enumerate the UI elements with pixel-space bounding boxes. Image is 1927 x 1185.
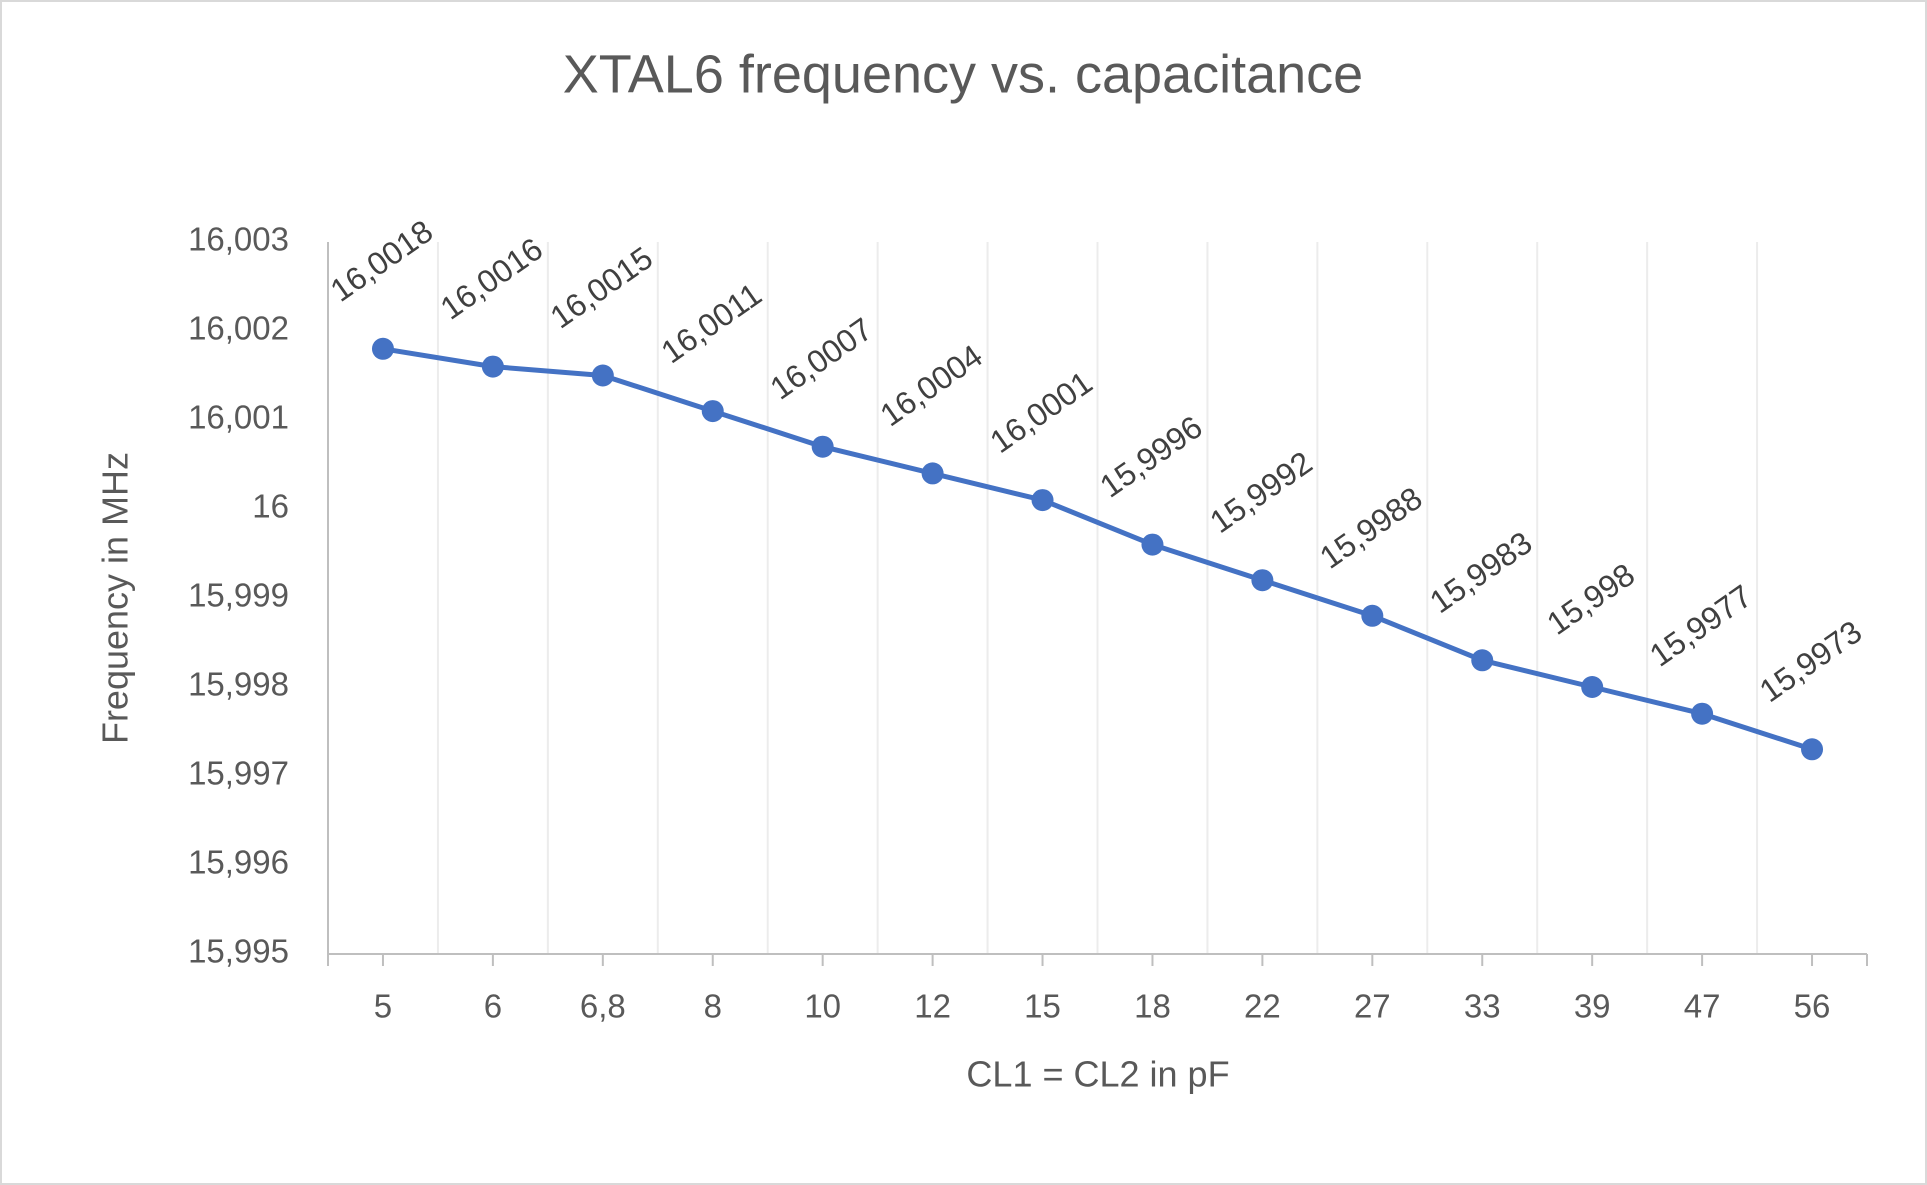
point <box>591 364 614 387</box>
point <box>1471 649 1494 672</box>
x-tick-label: 10 <box>804 988 841 1025</box>
x-tick-label: 6 <box>484 988 502 1025</box>
x-tick-label: 39 <box>1574 988 1611 1025</box>
point <box>1581 676 1604 698</box>
point <box>1361 604 1384 627</box>
point <box>1801 738 1824 761</box>
point <box>701 400 724 423</box>
y-tick-label: 15,997 <box>188 755 289 792</box>
point <box>1141 533 1164 556</box>
y-tick-label: 15,999 <box>188 577 289 614</box>
x-tick-label: 15 <box>1024 988 1061 1025</box>
series-line <box>382 346 1813 752</box>
point <box>811 435 834 458</box>
y-tick-label: 16 <box>252 488 289 525</box>
x-axis-label: CL1 = CL2 in pF <box>966 1054 1229 1095</box>
point <box>371 337 394 360</box>
chart-title: XTAL6 frequency vs. capacitance <box>563 44 1363 104</box>
y-tick-label: 15,995 <box>188 933 289 970</box>
y-tick-label: 15,998 <box>188 666 289 703</box>
point <box>481 355 504 378</box>
x-tick-label: 8 <box>704 988 722 1025</box>
x-tick-label: 5 <box>374 988 392 1025</box>
y-axis-label: Frequency in MHz <box>95 452 136 744</box>
point <box>921 462 944 485</box>
x-tick-label: 56 <box>1794 988 1831 1025</box>
y-tick-label: 16,001 <box>188 399 289 436</box>
y-tick-label: 16,003 <box>188 221 289 258</box>
x-tick-label: 47 <box>1684 988 1721 1025</box>
x-tick-label: 18 <box>1134 988 1171 1025</box>
x-tick-label: 12 <box>914 988 951 1025</box>
x-tick-label: 6,8 <box>580 988 626 1025</box>
x-tick-label: 22 <box>1244 988 1281 1025</box>
y-tick-label: 15,996 <box>188 844 289 881</box>
x-tick-label: 27 <box>1354 988 1391 1025</box>
x-tick-label: 33 <box>1464 988 1501 1025</box>
point <box>1251 569 1274 592</box>
y-tick-label: 16,002 <box>188 310 289 347</box>
point <box>1031 489 1054 512</box>
point <box>1691 702 1714 725</box>
